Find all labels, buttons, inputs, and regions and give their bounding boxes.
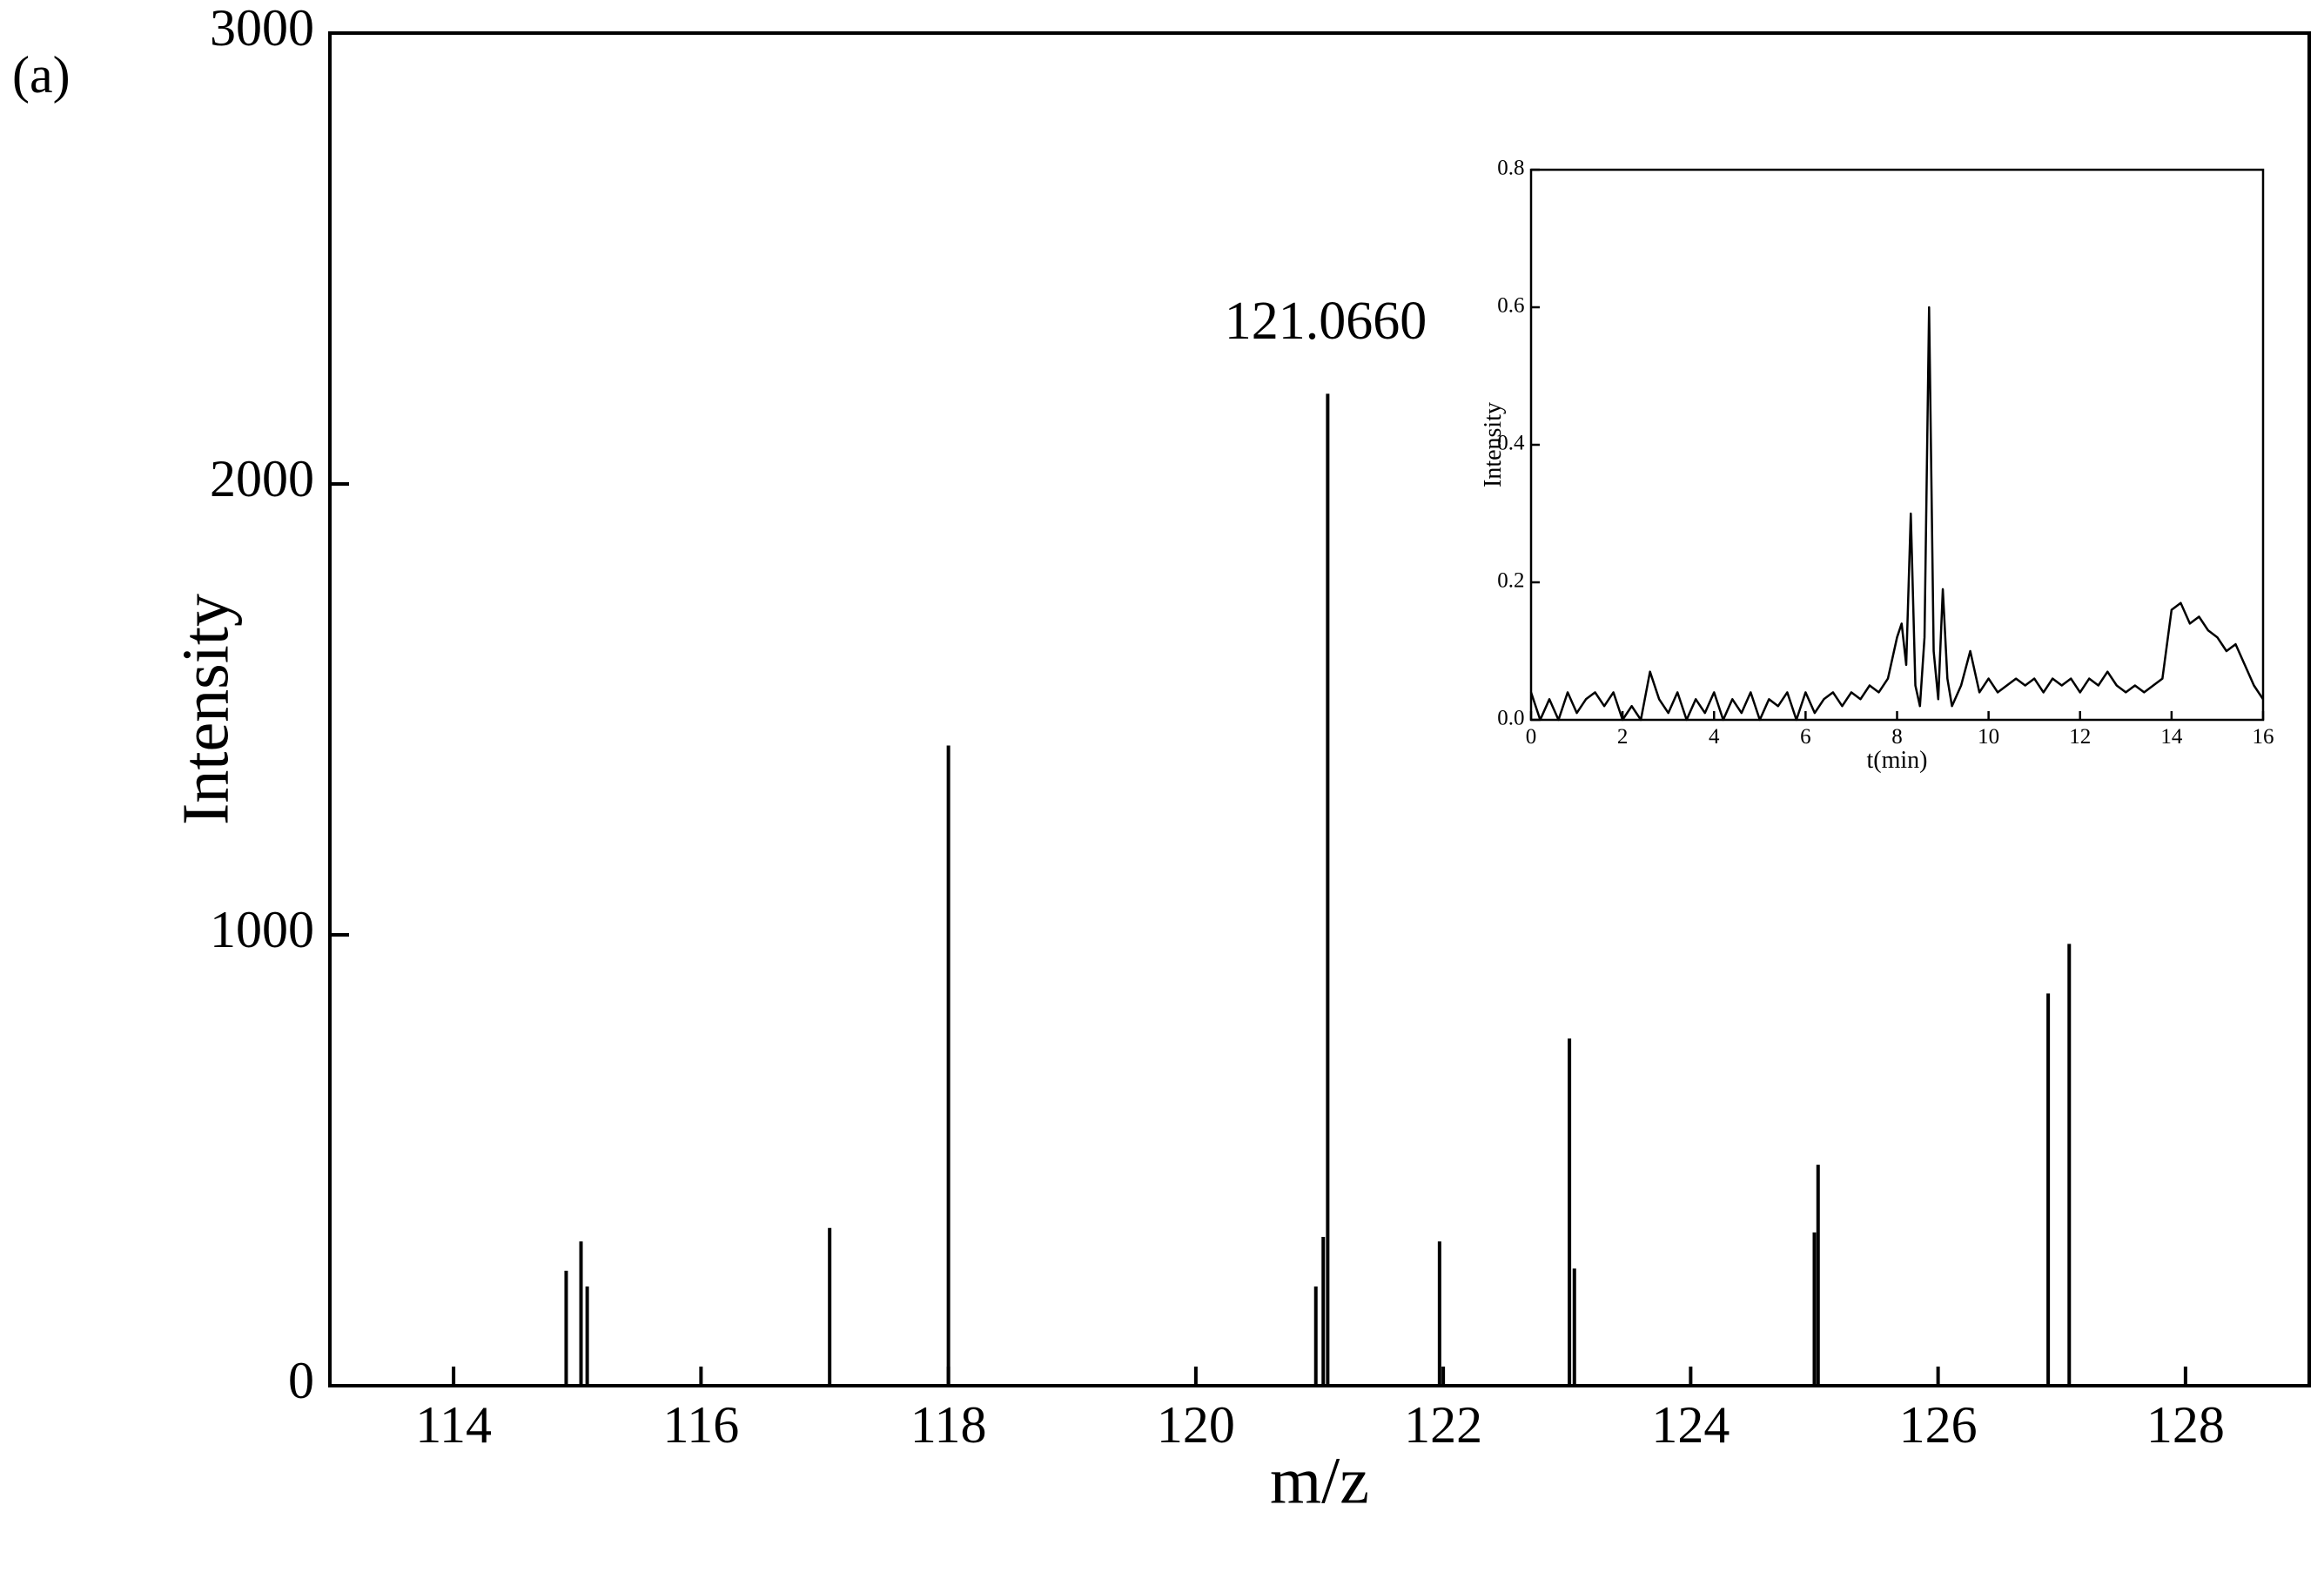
y-tick-label: 0.6 — [1497, 294, 1524, 318]
x-tick-label: 4 — [1709, 725, 1720, 749]
x-tick-label: 10 — [1978, 725, 1999, 749]
y-axis-label: Intensity — [169, 594, 242, 825]
x-tick-label: 16 — [2253, 725, 2274, 749]
x-tick-label: 120 — [1157, 1396, 1235, 1454]
plot-frame — [328, 31, 2311, 1387]
y-tick-label: 0.8 — [1497, 157, 1524, 180]
x-tick-label: 122 — [1404, 1396, 1482, 1454]
x-tick-label: 14 — [2160, 725, 2183, 749]
y-tick-label: 1000 — [210, 901, 314, 958]
x-tick-label: 8 — [1891, 725, 1903, 749]
x-tick-label: 0 — [1526, 725, 1537, 749]
x-axis-label: m/z — [1270, 1444, 1369, 1517]
y-tick-label: 3000 — [210, 0, 314, 57]
y-tick-label: 2000 — [210, 450, 314, 507]
x-tick-label: 126 — [1899, 1396, 1978, 1454]
y-tick-label: 0.0 — [1497, 707, 1524, 730]
x-tick-label: 2 — [1617, 725, 1629, 749]
chromatogram-line — [1529, 306, 2265, 722]
y-tick-label: 0.4 — [1497, 432, 1525, 455]
x-tick-label: 6 — [1800, 725, 1811, 749]
y-tick-label: 0 — [288, 1352, 314, 1409]
x-tick-label: 12 — [2069, 725, 2091, 749]
x-tick-label: 118 — [910, 1396, 987, 1454]
x-tick-label: 116 — [662, 1396, 739, 1454]
x-tick-label: 128 — [2146, 1396, 2225, 1454]
panel-label: (a) — [12, 46, 71, 104]
x-tick-label: 114 — [415, 1396, 492, 1454]
peak-annotation: 121.0660 — [1225, 292, 1427, 351]
y-axis-label: Intensity — [1480, 402, 1507, 487]
x-tick-label: 124 — [1651, 1396, 1730, 1454]
y-tick-label: 0.2 — [1497, 569, 1524, 593]
x-axis-label: t(min) — [1867, 747, 1928, 774]
